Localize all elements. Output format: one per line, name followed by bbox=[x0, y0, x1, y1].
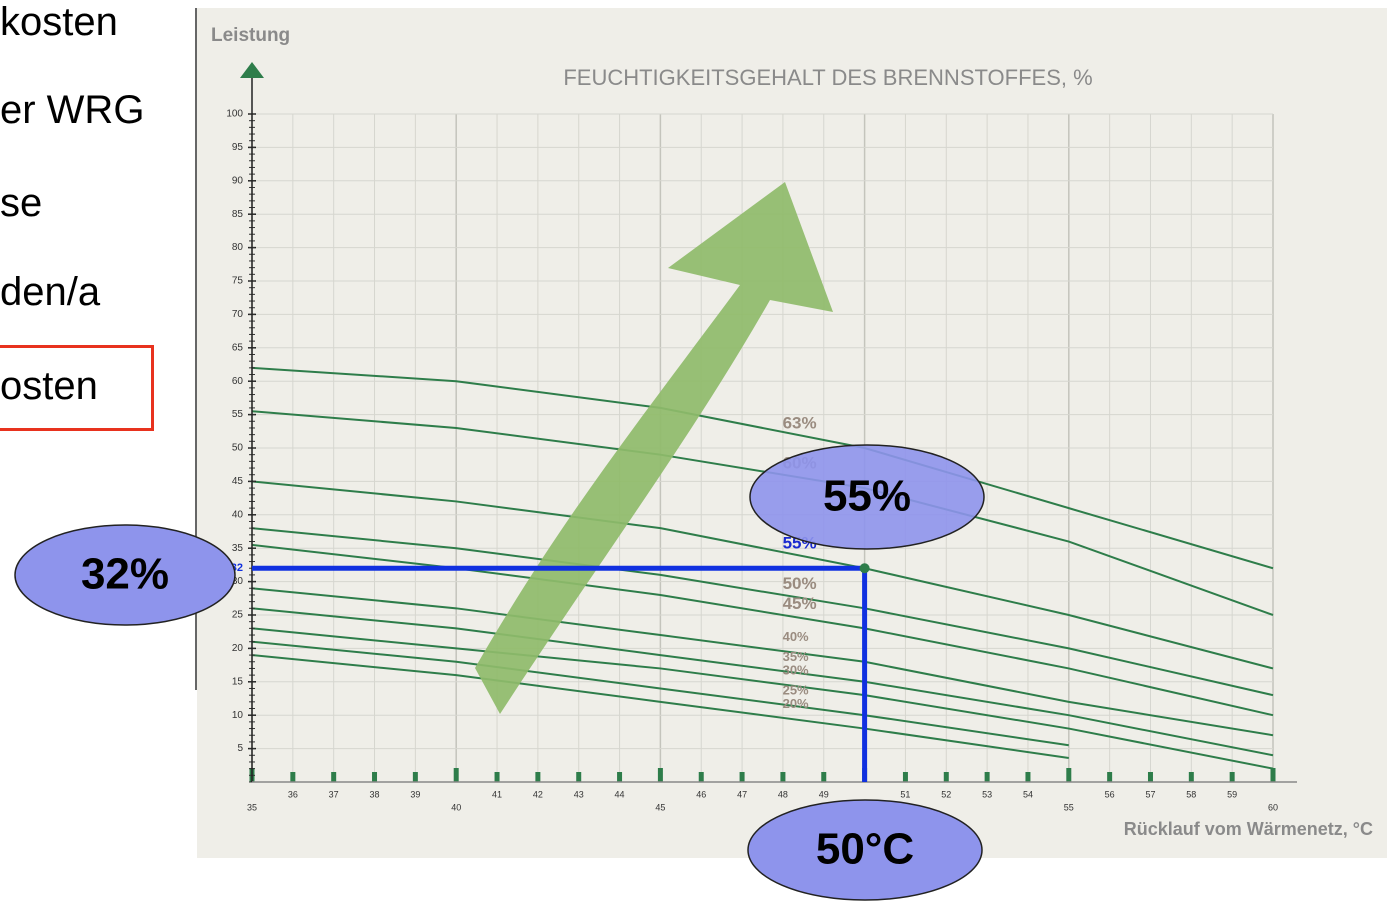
x-tick-label: 54 bbox=[1023, 789, 1033, 799]
x-tick-label: 43 bbox=[574, 789, 584, 799]
x-tick-label: 52 bbox=[941, 789, 951, 799]
y-tick-label: 35 bbox=[232, 543, 244, 554]
x-tick-label: 49 bbox=[819, 789, 829, 799]
y-tick-label: 5 bbox=[237, 743, 243, 754]
callout-text: 50°C bbox=[816, 825, 914, 874]
series-label: 40% bbox=[783, 629, 809, 644]
callout: 55% bbox=[750, 445, 984, 549]
x-tick-label: 36 bbox=[288, 789, 298, 799]
y-tick-label: 15 bbox=[232, 676, 244, 687]
x-tick-label: 35 bbox=[247, 802, 257, 812]
series-label: 30% bbox=[783, 663, 809, 678]
y-tick-label: 70 bbox=[232, 309, 244, 320]
y-tick-label: 25 bbox=[232, 610, 244, 621]
y-tick-label: 45 bbox=[232, 476, 244, 487]
x-tick-label: 56 bbox=[1105, 789, 1115, 799]
y-tick-label: 100 bbox=[226, 109, 243, 120]
y-tick-label: 20 bbox=[232, 643, 244, 654]
page: {"slide_text": ["kosten", "er WRG", "se"… bbox=[0, 0, 1387, 903]
y-tick-label: 80 bbox=[232, 242, 244, 253]
y-tick-label: 40 bbox=[232, 509, 244, 520]
x-tick-label: 39 bbox=[410, 789, 420, 799]
x-tick-label: 59 bbox=[1227, 789, 1237, 799]
x-tick-label: 58 bbox=[1186, 789, 1196, 799]
y-tick-label: 75 bbox=[232, 276, 244, 287]
y-tick-label: 95 bbox=[232, 142, 244, 153]
y-tick-label: 10 bbox=[232, 710, 244, 721]
x-tick-label: 44 bbox=[615, 789, 625, 799]
x-tick-label: 40 bbox=[451, 802, 461, 812]
x-tick-label: 48 bbox=[778, 789, 788, 799]
series-label: 20% bbox=[783, 696, 809, 711]
series-label: 63% bbox=[783, 413, 817, 432]
x-axis-label: Rücklauf vom Wärmenetz, °C bbox=[1124, 819, 1373, 839]
x-tick-label: 57 bbox=[1145, 789, 1155, 799]
x-tick-label: 60 bbox=[1268, 802, 1278, 812]
chart: Leistung FEUCHTIGKEITSGEHALT DES BRENNST… bbox=[0, 0, 1387, 903]
x-tick-label: 38 bbox=[370, 789, 380, 799]
x-tick-label: 55 bbox=[1064, 802, 1074, 812]
callout-text: 32% bbox=[81, 550, 169, 599]
y-tick-label: 65 bbox=[232, 342, 244, 353]
x-tick-label: 51 bbox=[900, 789, 910, 799]
chart-title: FEUCHTIGKEITSGEHALT DES BRENNSTOFFES, % bbox=[563, 65, 1092, 90]
callout-text: 55% bbox=[823, 472, 911, 521]
callout: 32% bbox=[15, 525, 235, 625]
x-tick-label: 47 bbox=[737, 789, 747, 799]
y-tick-label: 55 bbox=[232, 409, 244, 420]
series-label: 45% bbox=[783, 594, 817, 613]
x-tick-label: 45 bbox=[655, 802, 665, 812]
x-tick-label: 46 bbox=[696, 789, 706, 799]
x-tick-label: 37 bbox=[329, 789, 339, 799]
y-axis-label: Leistung bbox=[211, 25, 290, 46]
x-tick-label: 42 bbox=[533, 789, 543, 799]
series-label: 50% bbox=[783, 574, 817, 593]
y-tick-label: 50 bbox=[232, 443, 244, 454]
y-tick-label: 90 bbox=[232, 175, 244, 186]
highlight-point bbox=[860, 563, 870, 573]
x-tick-label: 53 bbox=[982, 789, 992, 799]
y-tick-label: 85 bbox=[232, 209, 244, 220]
y-tick-label: 60 bbox=[232, 376, 244, 387]
callout: 50°C bbox=[748, 800, 982, 900]
x-tick-label: 41 bbox=[492, 789, 502, 799]
